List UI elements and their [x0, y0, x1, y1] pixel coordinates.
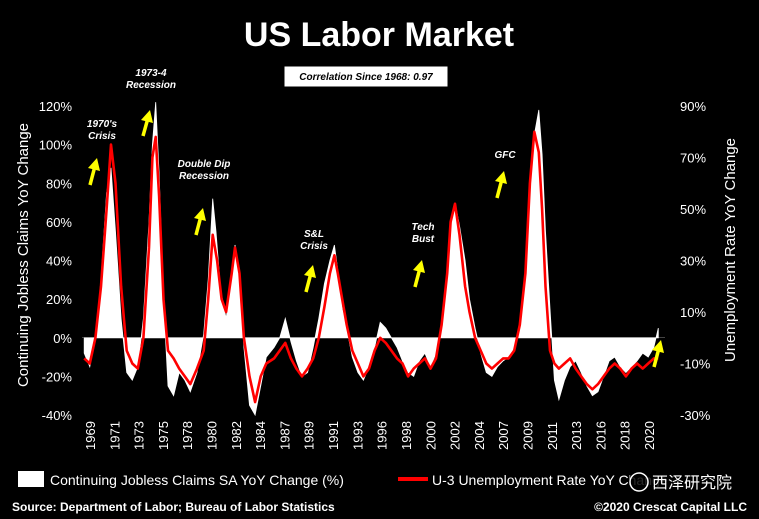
y-tick-label: 20%	[46, 292, 72, 307]
y2-tick-label: -30%	[680, 408, 711, 423]
y-tick-label: 80%	[46, 176, 72, 191]
arrow-head	[413, 260, 425, 273]
x-tick-label: 1980	[205, 421, 220, 450]
arrow-head	[88, 158, 100, 171]
arrow-head	[141, 110, 153, 123]
annotation-label: Recession	[179, 171, 229, 182]
y2-tick-label: 10%	[680, 305, 706, 320]
y-tick-label: 60%	[46, 215, 72, 230]
y-tick-label: -40%	[42, 408, 73, 423]
y2-tick-label: 50%	[680, 202, 706, 217]
arrow-head	[304, 265, 316, 278]
y-tick-label: 40%	[46, 254, 72, 269]
x-tick-label: 1989	[302, 421, 317, 450]
x-tick-label: 2009	[521, 421, 536, 450]
y2-tick-label: -10%	[680, 357, 711, 372]
x-tick-label: 2000	[423, 421, 438, 450]
left-y-axis: 120% 100% 80% 60% 40% 20% 0% -20% -40%	[39, 99, 73, 423]
x-tick-label: 1987	[277, 421, 292, 450]
annotation-label: Crisis	[88, 131, 116, 142]
arrow-head	[495, 171, 507, 184]
legend-unemployment-label: U-3 Unemployment Rate YoY Change	[432, 472, 668, 488]
x-tick-label: 2002	[448, 421, 463, 450]
correlation-label: Correlation Since 1968: 0.97	[299, 72, 433, 83]
annotation-label: Double Dip	[178, 159, 231, 170]
x-tick-label: 1991	[326, 421, 341, 450]
y2-tick-label: 90%	[680, 99, 706, 114]
x-tick-label: 2018	[618, 421, 633, 450]
annotation-label: GFC	[494, 150, 516, 161]
annotation-label: Crisis	[300, 241, 328, 252]
y-tick-label: 120%	[39, 99, 73, 114]
wechat-icon	[629, 472, 649, 492]
right-axis-title: Unemployment Rate YoY Change	[722, 138, 739, 362]
annotation-label: Tech	[412, 222, 435, 233]
correlation-box: Correlation Since 1968: 0.97	[283, 65, 449, 88]
annotation-label: 1973-4	[135, 68, 167, 79]
y2-tick-label: 70%	[680, 151, 706, 166]
x-tick-label: 1973	[132, 421, 147, 450]
x-tick-label: 2011	[545, 422, 560, 450]
watermark: 西泽研究院	[629, 470, 742, 494]
x-tick-label: 1993	[350, 421, 365, 450]
watermark-text: 西泽研究院	[652, 473, 732, 492]
x-axis: 1969 1971 1973 1975 1978 1980 1982 1984 1987 1989…	[83, 421, 657, 450]
legend-claims-swatch	[18, 471, 44, 487]
arrow-head	[194, 208, 206, 221]
y-tick-label: -20%	[42, 369, 73, 384]
arrow-head	[652, 340, 664, 353]
x-tick-label: 2020	[642, 421, 657, 450]
annotation-label: 1970's	[87, 119, 118, 130]
x-tick-label: 2013	[569, 421, 584, 450]
copyright-text: ©2020 Crescat Capital LLC	[594, 500, 747, 514]
unemployment-line	[83, 130, 659, 404]
source-text: Source: Department of Labor; Bureau of L…	[12, 500, 335, 514]
x-tick-label: 1971	[107, 421, 122, 450]
y-tick-label: 0%	[53, 331, 72, 346]
x-tick-label: 1996	[375, 421, 390, 450]
y2-tick-label: 30%	[680, 254, 706, 269]
x-tick-label: 1998	[399, 421, 414, 450]
chart-title: US Labor Market	[244, 16, 514, 54]
legend-claims-label: Continuing Jobless Claims SA YoY Change …	[50, 472, 344, 488]
y-tick-label: 100%	[39, 138, 73, 153]
x-tick-label: 1978	[180, 421, 195, 450]
left-axis-title: Continuing Jobless Claims YoY Change	[15, 123, 32, 387]
x-tick-label: 2007	[496, 421, 511, 450]
x-tick-label: 2016	[593, 421, 608, 450]
annotation-label: Recession	[126, 80, 176, 91]
annotation-label: Bust	[412, 234, 435, 245]
x-tick-label: 1982	[229, 421, 244, 450]
x-tick-label: 1975	[156, 421, 171, 450]
unemployment-line-layer	[83, 130, 659, 404]
x-tick-label: 1984	[253, 421, 268, 450]
legend: Continuing Jobless Claims SA YoY Change …	[18, 471, 668, 488]
right-y-axis: 90% 70% 50% 30% 10% -10% -30%	[680, 99, 711, 423]
x-tick-label: 1969	[83, 421, 98, 450]
x-tick-label: 2004	[472, 421, 487, 450]
annotation-label: S&L	[304, 229, 324, 240]
